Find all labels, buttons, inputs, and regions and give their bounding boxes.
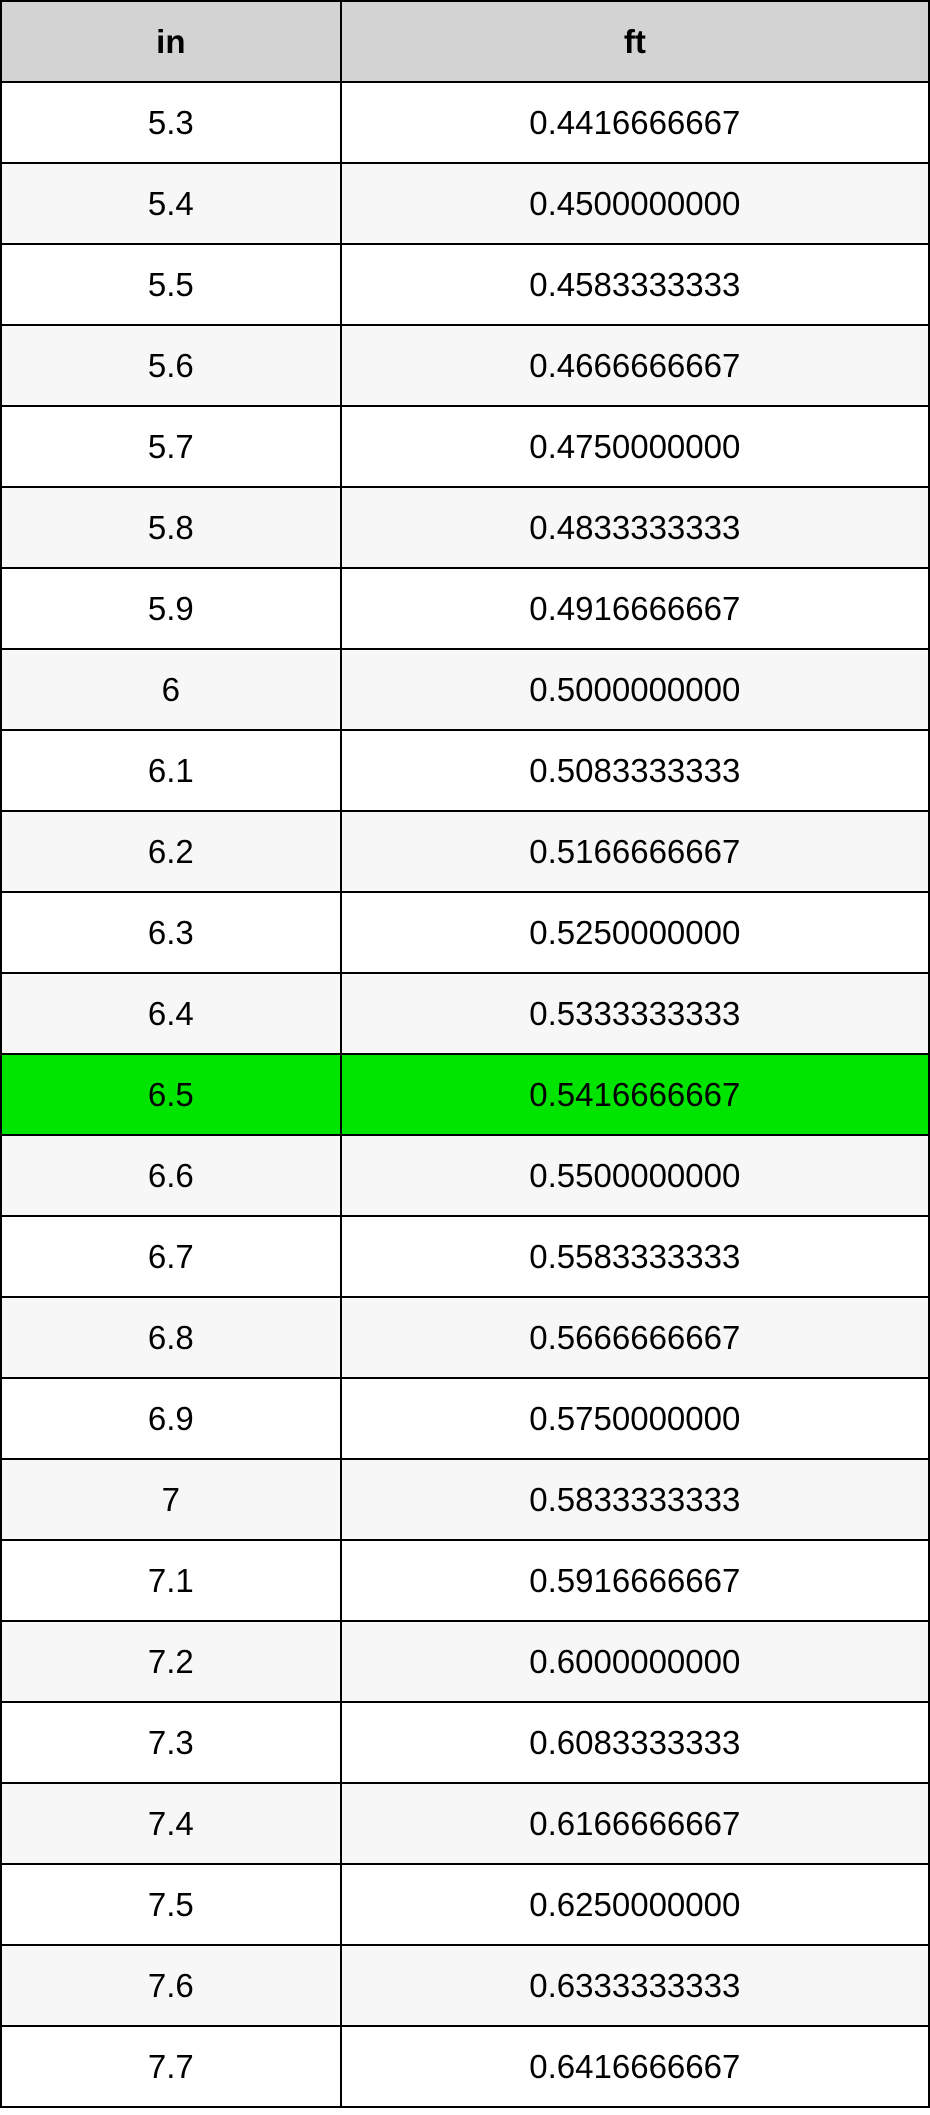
- cell-ft: 0.4916666667: [341, 568, 929, 649]
- cell-in: 5.9: [1, 568, 341, 649]
- cell-in: 6.3: [1, 892, 341, 973]
- table-row: 6.20.5166666667: [1, 811, 929, 892]
- table-row: 70.5833333333: [1, 1459, 929, 1540]
- cell-ft: 0.5166666667: [341, 811, 929, 892]
- table-row: 5.90.4916666667: [1, 568, 929, 649]
- table-row: 6.80.5666666667: [1, 1297, 929, 1378]
- table-row: 7.60.6333333333: [1, 1945, 929, 2026]
- cell-ft: 0.6000000000: [341, 1621, 929, 1702]
- cell-in: 7.4: [1, 1783, 341, 1864]
- cell-ft: 0.5000000000: [341, 649, 929, 730]
- conversion-table: in ft 5.30.44166666675.40.45000000005.50…: [0, 0, 930, 2108]
- cell-in: 7.7: [1, 2026, 341, 2107]
- table-row: 6.60.5500000000: [1, 1135, 929, 1216]
- cell-ft: 0.5333333333: [341, 973, 929, 1054]
- table-row: 6.30.5250000000: [1, 892, 929, 973]
- cell-ft: 0.5750000000: [341, 1378, 929, 1459]
- cell-ft: 0.4833333333: [341, 487, 929, 568]
- cell-in: 6: [1, 649, 341, 730]
- cell-in: 6.1: [1, 730, 341, 811]
- header-col-ft: ft: [341, 1, 929, 82]
- table-row: 7.20.6000000000: [1, 1621, 929, 1702]
- cell-ft: 0.6333333333: [341, 1945, 929, 2026]
- cell-ft: 0.5583333333: [341, 1216, 929, 1297]
- cell-ft: 0.6416666667: [341, 2026, 929, 2107]
- cell-ft: 0.4583333333: [341, 244, 929, 325]
- cell-ft: 0.5250000000: [341, 892, 929, 973]
- table-body: 5.30.44166666675.40.45000000005.50.45833…: [1, 82, 929, 2107]
- cell-in: 7.5: [1, 1864, 341, 1945]
- cell-ft: 0.4500000000: [341, 163, 929, 244]
- cell-in: 7.1: [1, 1540, 341, 1621]
- header-col-in: in: [1, 1, 341, 82]
- cell-in: 6.9: [1, 1378, 341, 1459]
- table-row: 6.10.5083333333: [1, 730, 929, 811]
- table-row: 5.70.4750000000: [1, 406, 929, 487]
- header-row: in ft: [1, 1, 929, 82]
- cell-in: 5.7: [1, 406, 341, 487]
- cell-in: 6.6: [1, 1135, 341, 1216]
- table-row: 6.90.5750000000: [1, 1378, 929, 1459]
- cell-ft: 0.5666666667: [341, 1297, 929, 1378]
- cell-in: 6.8: [1, 1297, 341, 1378]
- cell-ft: 0.6083333333: [341, 1702, 929, 1783]
- cell-in: 6.7: [1, 1216, 341, 1297]
- cell-in: 5.5: [1, 244, 341, 325]
- cell-ft: 0.4750000000: [341, 406, 929, 487]
- cell-in: 7: [1, 1459, 341, 1540]
- cell-ft: 0.5833333333: [341, 1459, 929, 1540]
- cell-ft: 0.5083333333: [341, 730, 929, 811]
- cell-ft: 0.5416666667: [341, 1054, 929, 1135]
- cell-ft: 0.4666666667: [341, 325, 929, 406]
- table-header: in ft: [1, 1, 929, 82]
- cell-ft: 0.6250000000: [341, 1864, 929, 1945]
- table-row: 6.50.5416666667: [1, 1054, 929, 1135]
- table-row: 5.30.4416666667: [1, 82, 929, 163]
- table-row: 7.30.6083333333: [1, 1702, 929, 1783]
- cell-ft: 0.6166666667: [341, 1783, 929, 1864]
- table-row: 7.10.5916666667: [1, 1540, 929, 1621]
- table-row: 7.40.6166666667: [1, 1783, 929, 1864]
- table-row: 7.70.6416666667: [1, 2026, 929, 2107]
- cell-in: 6.2: [1, 811, 341, 892]
- table-row: 5.50.4583333333: [1, 244, 929, 325]
- table-row: 5.40.4500000000: [1, 163, 929, 244]
- cell-ft: 0.5500000000: [341, 1135, 929, 1216]
- cell-ft: 0.5916666667: [341, 1540, 929, 1621]
- table-row: 5.80.4833333333: [1, 487, 929, 568]
- table-row: 5.60.4666666667: [1, 325, 929, 406]
- cell-in: 6.4: [1, 973, 341, 1054]
- table-row: 6.40.5333333333: [1, 973, 929, 1054]
- table-row: 60.5000000000: [1, 649, 929, 730]
- cell-in: 7.2: [1, 1621, 341, 1702]
- cell-in: 5.4: [1, 163, 341, 244]
- cell-in: 5.6: [1, 325, 341, 406]
- table-row: 7.50.6250000000: [1, 1864, 929, 1945]
- conversion-table-container: in ft 5.30.44166666675.40.45000000005.50…: [0, 0, 930, 2108]
- cell-in: 5.8: [1, 487, 341, 568]
- cell-ft: 0.4416666667: [341, 82, 929, 163]
- cell-in: 7.6: [1, 1945, 341, 2026]
- cell-in: 7.3: [1, 1702, 341, 1783]
- cell-in: 6.5: [1, 1054, 341, 1135]
- cell-in: 5.3: [1, 82, 341, 163]
- table-row: 6.70.5583333333: [1, 1216, 929, 1297]
